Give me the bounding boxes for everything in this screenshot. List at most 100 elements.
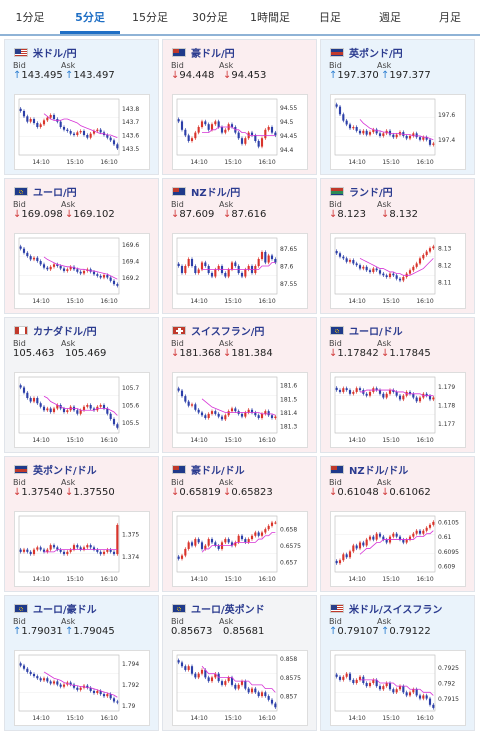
- candle: [342, 112, 345, 123]
- bid-value: 197.370: [337, 70, 379, 81]
- currency-pair-link[interactable]: ランド/円: [349, 187, 393, 199]
- prices: ↓94.448 ↓94.453: [169, 70, 310, 81]
- x-tick-label: 14:10: [32, 159, 49, 166]
- candle: [345, 671, 348, 679]
- card-header: NZドル/円: [169, 183, 310, 199]
- bid-ask-labels: Bid Ask: [169, 478, 310, 487]
- currency-pair-link[interactable]: ユーロ/ドル: [349, 326, 403, 338]
- price-chart[interactable]: 143.8 143.7 143.6 143.5 14:10 15:10 16:10: [14, 94, 150, 170]
- candle: [32, 256, 36, 262]
- candle: [19, 244, 22, 251]
- price-chart[interactable]: 1.375 1.374 14:10 15:10 16:10: [14, 511, 150, 587]
- price-chart[interactable]: 94.55 94.5 94.45 94.4 14:10 15:10 16:10: [172, 94, 308, 170]
- price-chart[interactable]: 105.7 105.6 105.5 14:10 15:10 16:10: [14, 372, 150, 448]
- bid-label: Bid: [13, 339, 26, 348]
- candle: [180, 264, 184, 275]
- currency-pair-link[interactable]: 豪ドル/ドル: [191, 465, 245, 477]
- currency-pair-link[interactable]: 英ポンド/ドル: [33, 465, 97, 477]
- flag-icon: [330, 47, 344, 57]
- candle: [240, 271, 244, 279]
- arrow-down-icon: ↓: [381, 487, 390, 498]
- tab-4[interactable]: 1時間足: [250, 11, 290, 24]
- ask-price: ↓94.453: [223, 70, 275, 81]
- tab-7[interactable]: 月足: [439, 11, 461, 24]
- tab-0[interactable]: 1分足: [15, 11, 45, 24]
- currency-pair-link[interactable]: 豪ドル/円: [191, 48, 235, 60]
- price-chart[interactable]: 1.794 1.792 1.79 14:10 15:10 16:10: [14, 650, 150, 726]
- price-chart[interactable]: 1.179 1.178 1.177 14:10 15:10 16:10: [330, 372, 466, 448]
- currency-pair-link[interactable]: ユーロ/英ポンド: [191, 604, 265, 616]
- x-tick-label: 15:10: [66, 576, 83, 583]
- candle: [224, 128, 227, 135]
- y-tick-label: 0.658: [280, 527, 297, 534]
- currency-card[interactable]: 豪ドル/ドル Bid Ask ↓0.65819 ↓0.65823 0.658 0.6575 0…: [162, 456, 317, 592]
- currency-card[interactable]: スイスフラン/円 Bid Ask ↓181.368 ↓181.384 181.6 181.5…: [162, 317, 317, 453]
- currency-card[interactable]: NZドル/円 Bid Ask ↓87.609 ↓87.616 87.65 87.6 87.55…: [162, 178, 317, 314]
- currency-card[interactable]: ユーロ/円 Bid Ask ↓169.098 ↓169.102 169.6 169.4 169…: [4, 178, 159, 314]
- currency-card[interactable]: 米ドル/スイスフラン Bid Ask ↑0.79107 ↑0.79122 0.7925 0.…: [320, 595, 475, 731]
- currency-card[interactable]: ユーロ/豪ドル Bid Ask ↑1.79031 ↑1.79045 1.794 1.792 1…: [4, 595, 159, 731]
- currency-card[interactable]: 米ドル/円 Bid Ask ↑143.495 ↑143.497 143.8 143.7 143…: [4, 39, 159, 175]
- currency-card[interactable]: カナダドル/円 Bid Ask 105.463 105.469 105.7 105.6 105…: [4, 317, 159, 453]
- currency-pair-link[interactable]: カナダドル/円: [33, 326, 97, 338]
- candle: [42, 547, 46, 554]
- candle: [382, 131, 385, 138]
- candle: [270, 520, 274, 528]
- price-chart[interactable]: 8.13 8.12 8.11 14:10 15:10 16:10: [330, 233, 466, 309]
- arrow-down-icon: ↓: [171, 348, 180, 359]
- candle: [39, 259, 42, 267]
- ask-label: Ask: [219, 61, 234, 70]
- currency-card[interactable]: 英ポンド/ドル Bid Ask ↓1.37540 ↓1.37550 1.375 1.374 1…: [4, 456, 159, 592]
- candle: [49, 543, 52, 552]
- candle: [29, 550, 32, 556]
- y-tick-label: 143.5: [122, 146, 139, 153]
- prices: ↓8.123 ↓8.132: [327, 209, 468, 220]
- flag-icon: [172, 47, 186, 57]
- candle: [180, 553, 184, 561]
- currency-pair-link[interactable]: 米ドル/円: [33, 48, 77, 60]
- currency-card[interactable]: 豪ドル/円 Bid Ask ↓94.448 ↓94.453 94.55 94.5 94.45 9…: [162, 39, 317, 175]
- candle: [405, 690, 408, 698]
- tab-2[interactable]: 15分足: [132, 11, 168, 24]
- tab-6[interactable]: 週足: [379, 11, 401, 24]
- y-tick-label: 1.177: [438, 421, 455, 428]
- tab-1[interactable]: 5分足: [60, 0, 120, 34]
- currency-pair-link[interactable]: ユーロ/円: [33, 187, 77, 199]
- price-chart[interactable]: 0.858 0.8575 0.857 14:10 15:10 16:10: [172, 650, 308, 726]
- candle: [365, 265, 368, 272]
- currency-card[interactable]: NZドル/ドル Bid Ask ↓0.61048 ↓0.61062 0.6105 0.61 0…: [320, 456, 475, 592]
- candle: [375, 266, 378, 272]
- prices: ↑0.79107 ↑0.79122: [327, 626, 468, 637]
- currency-pair-link[interactable]: NZドル/円: [191, 187, 241, 199]
- price-chart[interactable]: 169.6 169.4 169.2 14:10 15:10 16:10: [14, 233, 150, 309]
- card-header: 豪ドル/円: [169, 44, 310, 60]
- candle: [345, 118, 348, 127]
- candle: [432, 244, 435, 250]
- price-chart[interactable]: 87.65 87.6 87.55 14:10 15:10 16:10: [172, 233, 308, 309]
- price-chart[interactable]: 0.7925 0.792 0.7915 14:10 15:10 16:10: [330, 650, 466, 726]
- tab-5[interactable]: 日足: [319, 11, 341, 24]
- arrow-down-icon: ↓: [171, 487, 180, 498]
- price-chart[interactable]: 0.6105 0.61 0.6095 0.609 14:10 15:10 16:10: [330, 511, 466, 587]
- candle: [32, 396, 36, 404]
- moving-average-line: [44, 549, 118, 553]
- candle: [395, 532, 398, 539]
- candle: [39, 401, 42, 409]
- currency-card[interactable]: ユーロ/英ポンド Bid Ask 0.85673 0.85681 0.858 0.8575 0…: [162, 595, 317, 731]
- price-chart[interactable]: 197.6 197.4 14:10 15:10 16:10: [330, 94, 466, 170]
- price-chart[interactable]: 0.658 0.6575 0.657 14:10 15:10 16:10: [172, 511, 308, 587]
- currency-pair-link[interactable]: ユーロ/豪ドル: [33, 604, 97, 616]
- currency-pair-link[interactable]: NZドル/ドル: [349, 465, 409, 477]
- currency-card[interactable]: ユーロ/ドル Bid Ask ↓1.17842 ↓1.17845 1.179 1.178 1.…: [320, 317, 475, 453]
- price-chart[interactable]: 181.6 181.5 181.4 181.3 14:10 15:10 16:10: [172, 372, 308, 448]
- tab-3[interactable]: 30分足: [192, 11, 228, 24]
- currency-pair-link[interactable]: 米ドル/スイスフラン: [349, 604, 443, 616]
- y-tick-label: 94.55: [280, 105, 297, 112]
- currency-pair-link[interactable]: スイスフラン/円: [191, 326, 265, 338]
- currency-pair-link[interactable]: 英ポンド/円: [349, 48, 403, 60]
- currency-card[interactable]: ランド/円 Bid Ask ↓8.123 ↓8.132 8.13 8.12 8.11 14:10…: [320, 178, 475, 314]
- currency-card[interactable]: 英ポンド/円 Bid Ask ↑197.370 ↑197.377 197.6 197.4 14…: [320, 39, 475, 175]
- arrow-down-icon: ↓: [329, 209, 338, 220]
- candle: [32, 117, 36, 125]
- candle: [224, 679, 227, 687]
